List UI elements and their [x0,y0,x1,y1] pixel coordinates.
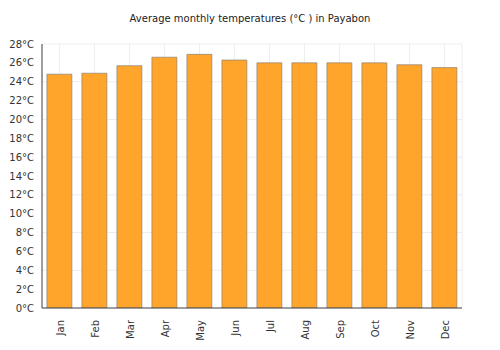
svg-text:Aug: Aug [300,320,311,340]
svg-text:12°C: 12°C [9,189,34,200]
svg-text:4°C: 4°C [16,265,34,276]
svg-text:Dec: Dec [440,320,451,339]
svg-text:26°C: 26°C [9,57,34,68]
svg-text:28°C: 28°C [9,39,34,50]
svg-text:Jul: Jul [265,320,276,333]
svg-text:Oct: Oct [370,320,381,337]
svg-text:16°C: 16°C [9,152,34,163]
html-text:Average monthly temperatures (: Average monthly temperatures (°C ) in Pa… [129,13,371,24]
svg-text:Feb: Feb [90,320,101,338]
svg-text:10°C: 10°C [9,208,34,219]
svg-text:8°C: 8°C [16,227,34,238]
svg-text:Nov: Nov [405,320,416,340]
svg-text:2°C: 2°C [16,284,34,295]
svg-text:24°C: 24°C [9,76,34,87]
svg-text:Mar: Mar [125,319,136,339]
svg-text:Sep: Sep [335,320,346,339]
svg-text:18°C: 18°C [9,133,34,144]
svg-text:22°C: 22°C [9,95,34,106]
svg-text:20°C: 20°C [9,114,34,125]
svg-text:Jun: Jun [230,320,241,337]
svg-text:14°C: 14°C [9,171,34,182]
svg-text:6°C: 6°C [16,246,34,257]
svg-text:May: May [195,320,206,341]
svg-text:Jan: Jan [55,320,66,336]
svg-text:0°C: 0°C [16,303,34,314]
svg-text:Apr: Apr [160,319,171,337]
